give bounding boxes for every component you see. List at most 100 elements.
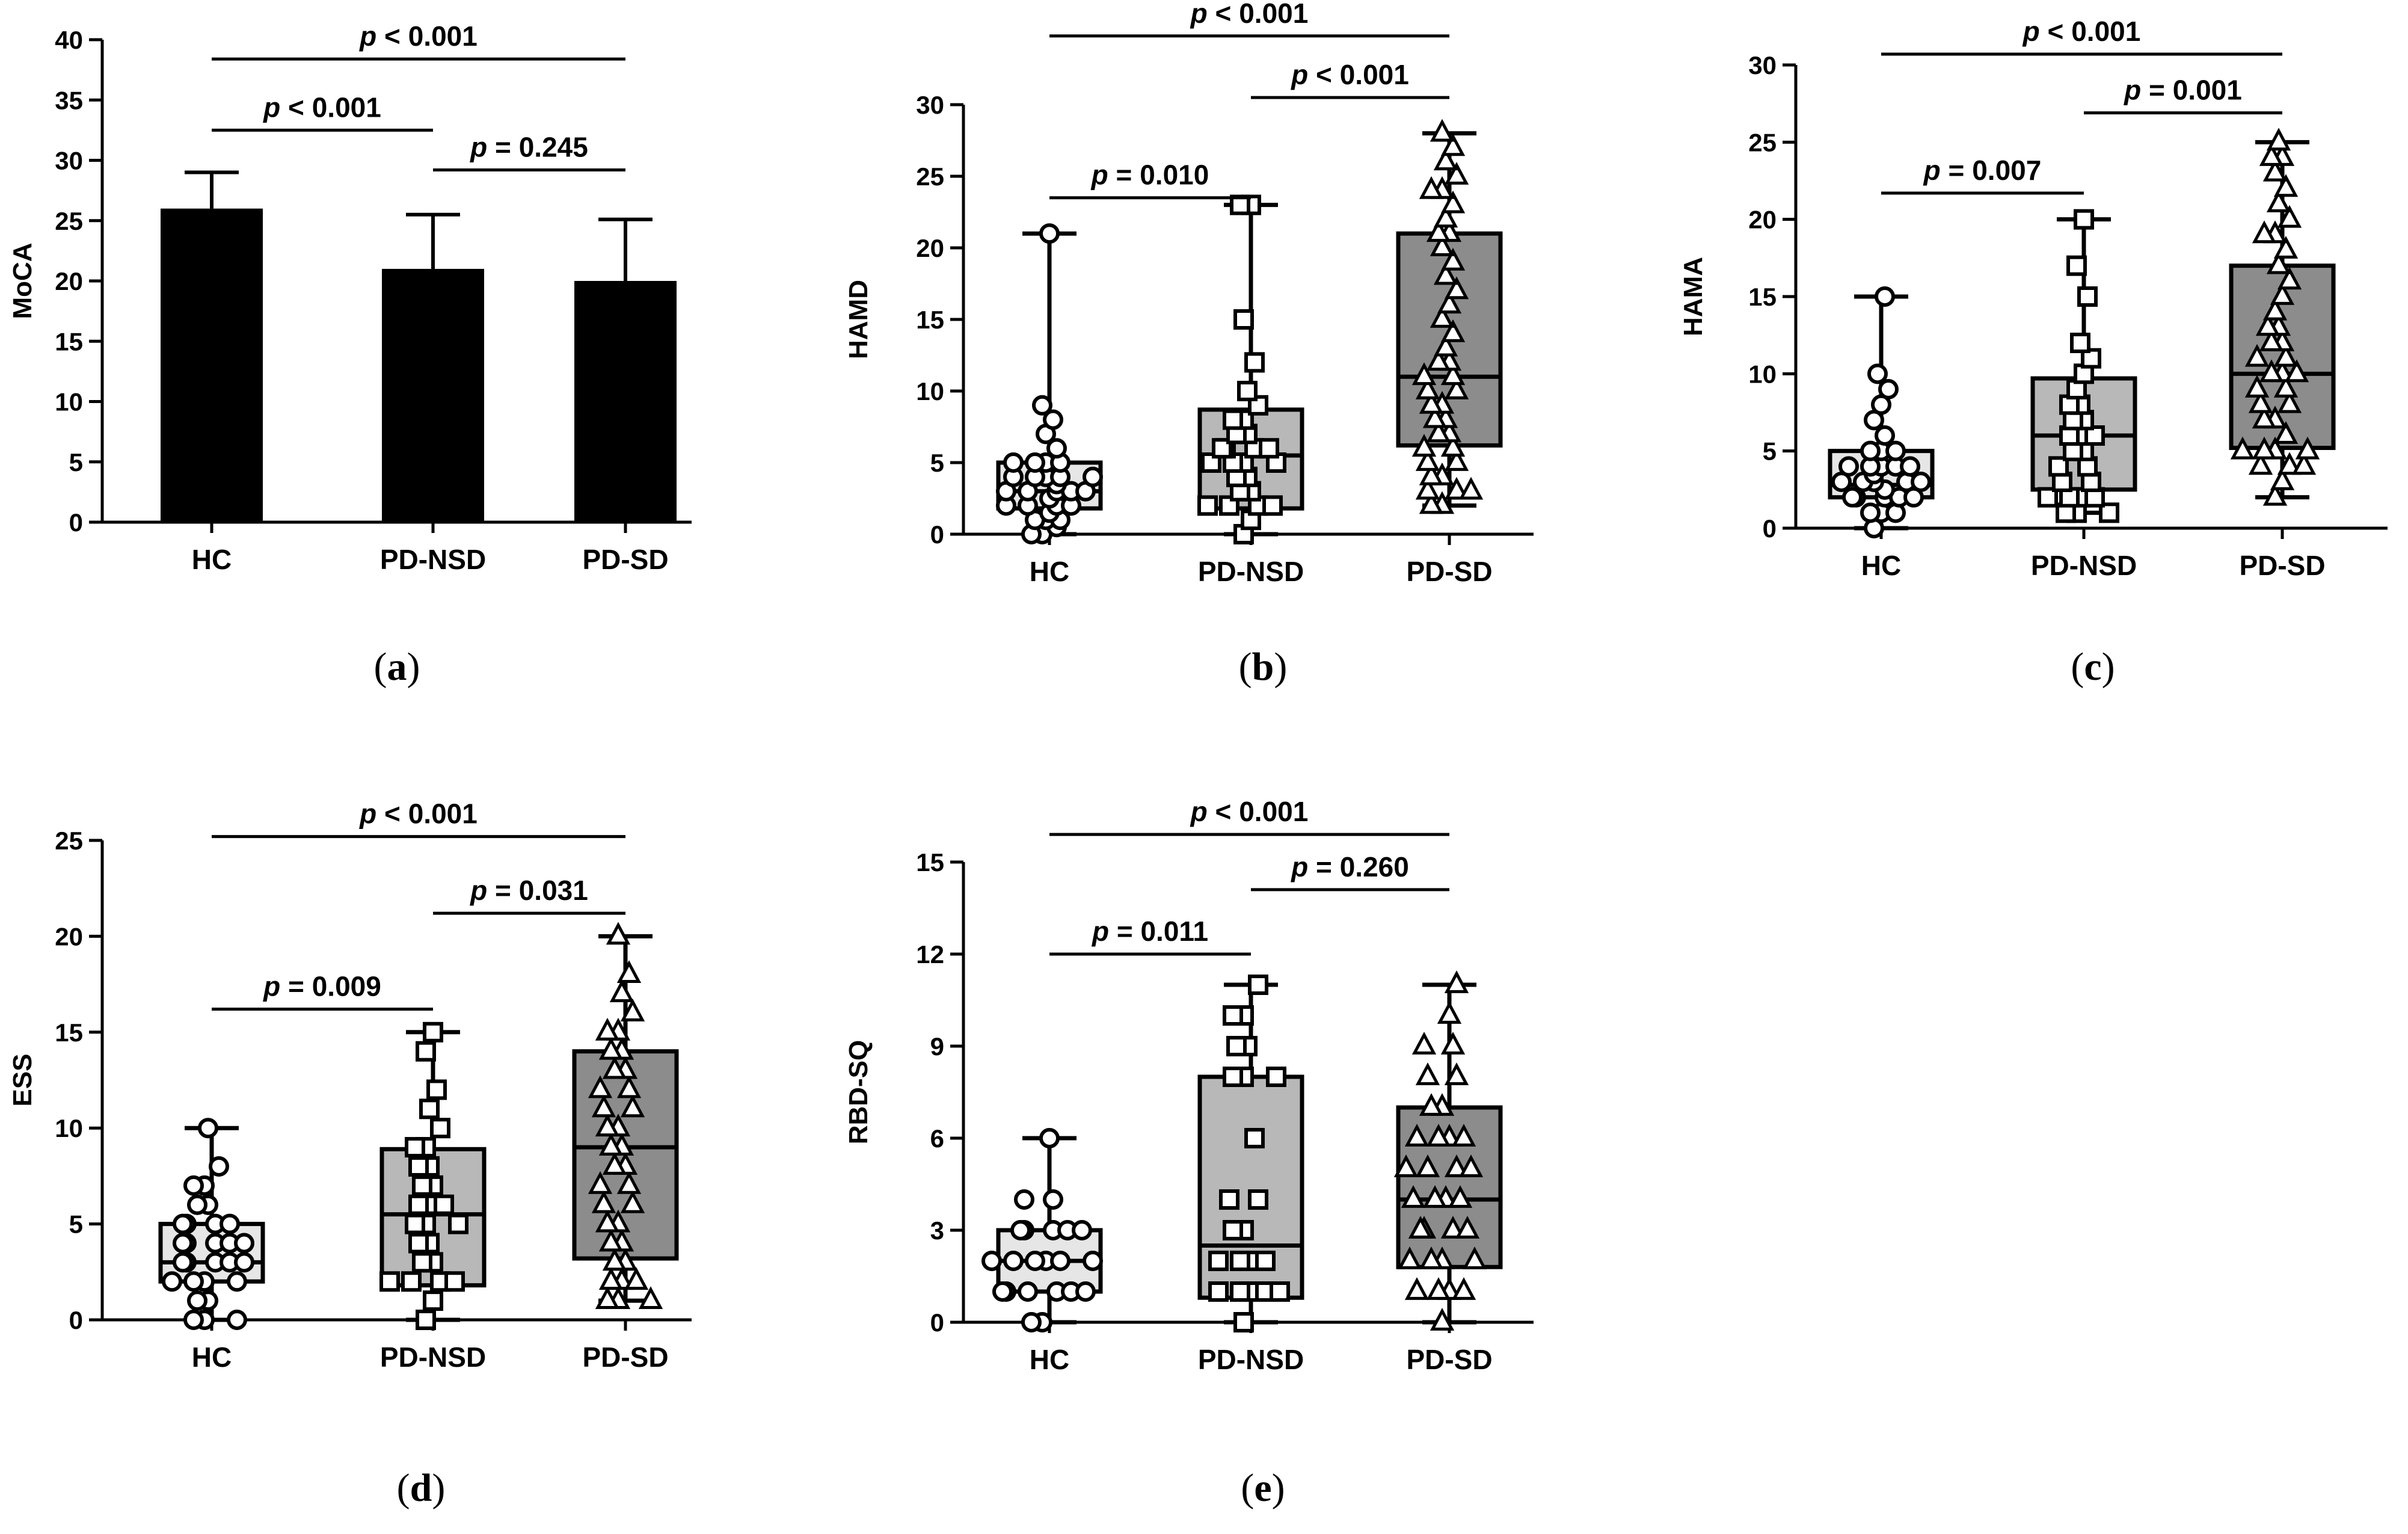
data-point-triangle [2270, 282, 2295, 305]
data-point-circle [227, 1271, 247, 1292]
data-point-circle [1900, 456, 1920, 477]
data-point-circle [227, 1310, 247, 1330]
y-axis-label: HAMD [844, 280, 873, 359]
bar [574, 281, 677, 522]
data-point-square [1208, 1281, 1229, 1302]
data-point-circle [981, 1251, 1002, 1271]
data-point-triangle [2259, 328, 2284, 351]
data-point-circle [1867, 363, 1888, 384]
data-point-circle [173, 1252, 193, 1273]
y-tick-label: 9 [930, 1032, 944, 1061]
data-point-triangle [588, 1075, 613, 1098]
data-point-square [1230, 1281, 1250, 1302]
p-value-label: p = 0.001 [2123, 75, 2242, 106]
y-tick-label: 30 [55, 147, 83, 175]
data-point-triangle [1440, 362, 1466, 386]
data-point-triangle [1433, 262, 1458, 285]
x-category-label: PD-SD [1406, 1344, 1492, 1375]
data-point-triangle [2230, 436, 2255, 460]
data-point-circle [1050, 1251, 1070, 1271]
data-point-triangle [2273, 343, 2299, 367]
data-point-circle [187, 1194, 207, 1215]
y-tick-label: 0 [930, 520, 944, 549]
data-point-triangle [616, 1075, 642, 1098]
y-tick-label: 5 [69, 1210, 83, 1239]
data-point-triangle [1408, 1216, 1433, 1239]
data-point-triangle [1401, 1185, 1426, 1208]
data-point-square [405, 1137, 425, 1158]
x-category-label: PD-NSD [380, 1341, 486, 1373]
data-point-circle [1072, 1220, 1092, 1240]
data-point-square [416, 1041, 436, 1062]
y-tick-label: 15 [916, 848, 944, 876]
data-point-triangle [1444, 377, 1469, 399]
data-point-triangle [1433, 205, 1458, 228]
data-point-square [1259, 438, 1279, 459]
data-point-circle [1083, 1251, 1103, 1271]
data-point-square [1223, 409, 1243, 430]
data-point-triangle [2273, 375, 2299, 398]
data-point-square [408, 1156, 429, 1177]
panel-label: (c) [2071, 645, 2115, 689]
y-tick-label: 5 [930, 449, 944, 477]
y-tick-label: 15 [1748, 283, 1777, 311]
data-point-triangle [638, 1286, 663, 1310]
data-point-triangle [1444, 162, 1469, 185]
data-point-triangle [598, 1267, 624, 1290]
p-value-label: p = 0.011 [1091, 916, 1208, 947]
data-point-triangle [1444, 1062, 1469, 1085]
chart-panel-b: 0 5 10 15 20 25 30 HAMD HC PD-NSD PD-SD p = 0.010 p … [844, 0, 1534, 689]
data-point-triangle [2277, 205, 2302, 228]
y-axis-label: RBD-SQ [844, 1040, 873, 1145]
data-point-triangle [591, 1190, 616, 1213]
data-point-circle [1838, 456, 1859, 477]
p-value-label: p < 0.001 [262, 91, 381, 123]
data-point-triangle [620, 1094, 645, 1118]
data-point-triangle [598, 1228, 624, 1252]
p-value-label: p < 0.001 [1290, 59, 1409, 90]
data-point-circle [162, 1271, 182, 1292]
y-tick-label: 12 [916, 940, 944, 969]
data-point-circle [183, 1310, 204, 1330]
data-point-square [1208, 1251, 1229, 1271]
y-tick-label: 20 [916, 234, 944, 262]
x-category-label: PD-NSD [380, 544, 486, 575]
data-point-triangle [1404, 1124, 1430, 1147]
data-point-square [1244, 1128, 1265, 1148]
data-point-triangle [602, 1056, 627, 1079]
data-point-triangle [1444, 476, 1469, 500]
y-tick-label: 15 [55, 1018, 83, 1047]
data-point-circle [1083, 466, 1103, 487]
panel-label: (e) [1241, 1466, 1285, 1510]
y-tick-label: 10 [1748, 360, 1777, 388]
data-point-circle [1025, 452, 1045, 473]
data-point-square [1270, 1281, 1290, 1302]
p-value-label: p = 0.245 [469, 132, 588, 163]
data-point-circle [1018, 1281, 1038, 1302]
data-point-circle [1003, 1251, 1024, 1271]
data-point-triangle [1393, 1154, 1419, 1177]
y-tick-label: 5 [1763, 437, 1777, 466]
data-point-triangle [2277, 390, 2302, 413]
data-point-triangle [595, 1209, 620, 1233]
p-value-label: p = 0.010 [1090, 159, 1209, 191]
data-point-triangle [2255, 313, 2281, 336]
data-point-triangle [595, 1017, 620, 1041]
data-point-triangle [595, 1114, 620, 1137]
y-tick-label: 30 [916, 91, 944, 119]
data-point-triangle [1411, 434, 1437, 457]
data-point-triangle [2248, 452, 2273, 475]
data-point-circle [1010, 1220, 1031, 1240]
data-point-circle [234, 1233, 254, 1254]
data-point-triangle [1415, 1062, 1440, 1085]
data-point-square [412, 1252, 432, 1273]
data-point-square [2070, 333, 2090, 353]
data-point-triangle [2270, 467, 2295, 490]
data-point-triangle [1433, 333, 1458, 357]
data-point-triangle [606, 922, 631, 945]
data-point-square [1237, 381, 1258, 401]
data-point-triangle [1448, 1185, 1473, 1208]
data-point-triangle [1440, 190, 1466, 214]
p-value-label: p < 0.001 [1190, 796, 1309, 827]
data-point-triangle [2252, 436, 2277, 460]
